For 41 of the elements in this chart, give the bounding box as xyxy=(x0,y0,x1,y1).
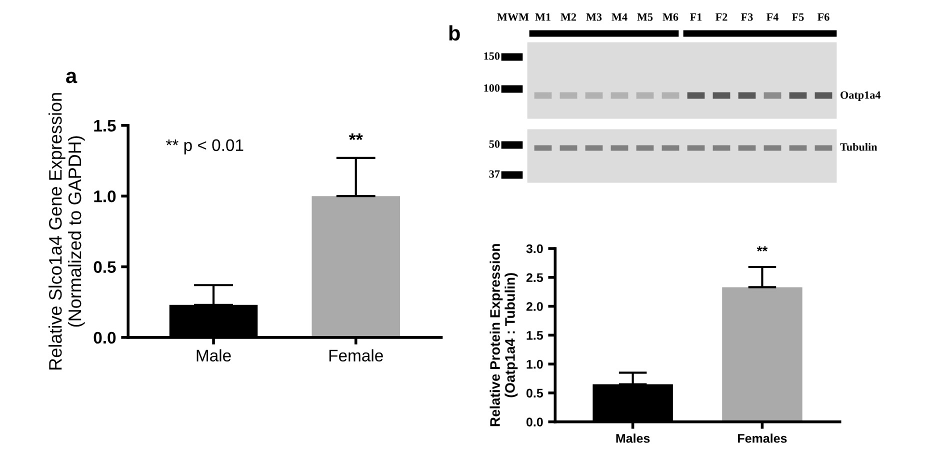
text: 100 xyxy=(484,84,500,92)
x-tick-label: Female xyxy=(329,349,383,362)
y-axis-title: Relative Protein Expression (Oatp1a4 : Tubulin) xyxy=(490,244,518,426)
text: F4 xyxy=(766,13,778,21)
y-tick-label: 0.5 xyxy=(94,261,116,273)
text: F5 xyxy=(792,13,804,21)
text: 150 xyxy=(484,52,500,60)
text: 37 xyxy=(489,170,500,178)
y-tick-label: 1.0 xyxy=(526,360,543,369)
chart-title: a xyxy=(66,72,78,84)
annotation: ** xyxy=(756,246,768,252)
text: M4 xyxy=(612,13,628,21)
y-tick-label: 2.0 xyxy=(526,302,543,311)
text: F1 xyxy=(690,13,702,21)
text: F6 xyxy=(818,13,830,21)
text: F2 xyxy=(716,13,728,21)
text: Tubulin xyxy=(840,142,878,151)
text: b xyxy=(449,25,460,41)
y-tick-label: 0.0 xyxy=(526,418,543,426)
y-tick-label: 1.5 xyxy=(526,331,544,340)
text: M6 xyxy=(662,13,678,21)
text: Oatp1a4 xyxy=(840,91,881,102)
x-tick-label: Males xyxy=(616,434,650,443)
text: M3 xyxy=(586,13,602,21)
y-axis-title: Relative Slco1a4 Gene Expression (Normalized to GAPDH) xyxy=(48,93,85,370)
x-tick-label: Male xyxy=(196,349,231,362)
y-tick-label: 0.5 xyxy=(526,388,544,398)
y-tick-label: 0.0 xyxy=(94,332,116,344)
text: 50 xyxy=(489,140,500,148)
y-tick-label: 3.0 xyxy=(526,244,543,254)
text: M2 xyxy=(560,13,576,21)
x-tick-label: Females xyxy=(738,434,787,443)
text: M1 xyxy=(535,13,550,21)
text: M5 xyxy=(637,13,653,21)
text: MWM xyxy=(497,13,529,21)
y-tick-label: 1.0 xyxy=(94,190,116,202)
text: F3 xyxy=(741,13,753,21)
y-tick-label: 1.5 xyxy=(94,120,116,132)
annotation: ** xyxy=(348,133,363,140)
y-tick-label: 2.5 xyxy=(526,273,544,282)
annotation: ** p < 0.01 xyxy=(166,139,244,154)
